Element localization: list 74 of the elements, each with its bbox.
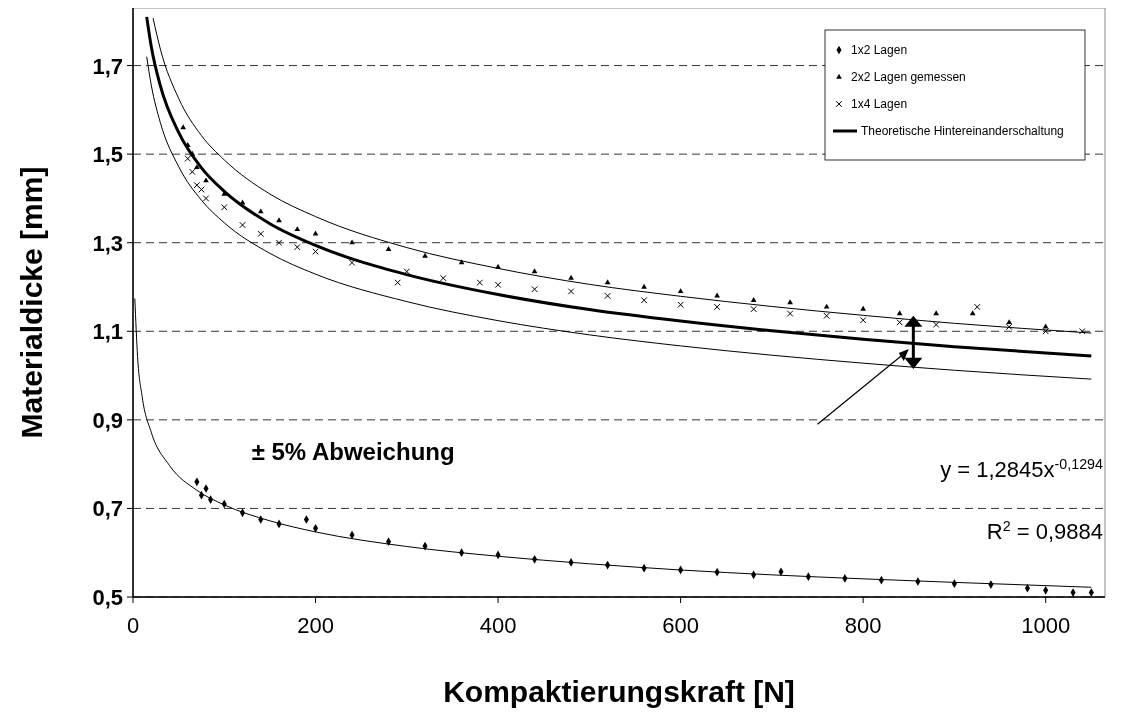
- point: [293, 243, 301, 251]
- annotation: ± 5% Abweichung: [251, 437, 455, 465]
- point: [932, 321, 940, 328]
- annotation: R$^{2}$ = 0,9884: [986, 518, 1103, 545]
- legend-label: 1x2 Lagen: [851, 43, 908, 57]
- point: [750, 297, 757, 302]
- point: [640, 297, 648, 304]
- point: [604, 279, 611, 285]
- point: [531, 285, 538, 293]
- point: [348, 259, 356, 266]
- point: [189, 168, 196, 176]
- legend-label: 1x4 Lagen: [851, 97, 908, 111]
- x-tick-label: 600: [662, 613, 699, 638]
- point: [823, 312, 830, 320]
- point: [194, 164, 200, 170]
- point: [973, 303, 981, 311]
- point: [713, 303, 721, 311]
- point: [495, 263, 501, 269]
- y-tick-label: 0,7: [92, 496, 123, 522]
- point: [220, 204, 228, 211]
- point: [202, 195, 210, 202]
- point: [440, 274, 447, 282]
- point: [896, 319, 903, 326]
- point: [180, 124, 187, 130]
- point: [1042, 328, 1049, 335]
- point: [969, 310, 976, 316]
- point: [677, 301, 684, 308]
- point: [860, 305, 866, 311]
- point: [257, 230, 265, 238]
- point: [933, 310, 939, 316]
- point: [385, 246, 392, 251]
- point: [275, 239, 283, 246]
- x-axis-title: Kompaktierungskraft [N]: [443, 675, 795, 708]
- y-axis-title: Materialdicke [mm]: [15, 166, 48, 439]
- point: [750, 305, 757, 313]
- y-tick-label: 0,9: [92, 407, 123, 433]
- x-tick-label: 200: [297, 613, 334, 638]
- y-tick-label: 0,5: [92, 585, 123, 610]
- point: [494, 281, 502, 289]
- point: [394, 279, 401, 286]
- point: [294, 226, 301, 232]
- y-tick-label: 1,5: [92, 142, 123, 168]
- point: [312, 248, 319, 255]
- legend-label: 2x2 Lagen gemessen: [851, 70, 966, 84]
- point: [823, 303, 830, 309]
- point: [1078, 328, 1086, 335]
- point: [859, 316, 867, 324]
- point: [604, 292, 611, 300]
- x-tick-label: 400: [479, 613, 517, 638]
- point: [677, 288, 684, 294]
- point: [422, 252, 428, 258]
- point: [567, 288, 575, 295]
- point: [476, 279, 484, 286]
- point: [184, 155, 192, 162]
- legend-label: Theoretische Hintereinanderschaltung: [861, 124, 1064, 138]
- point: [568, 274, 574, 280]
- point: [786, 310, 794, 317]
- point: [1006, 319, 1013, 325]
- point: [403, 268, 411, 275]
- point: [458, 259, 465, 265]
- annotation: y = 1,2845x$^{-0,1294}$: [940, 456, 1104, 483]
- point: [198, 186, 205, 193]
- point: [189, 150, 196, 156]
- point: [787, 299, 793, 305]
- point: [531, 268, 538, 274]
- x-tick-label: 800: [844, 613, 882, 638]
- x-tick-label: 0: [126, 613, 140, 638]
- point: [641, 283, 647, 289]
- point: [239, 221, 246, 229]
- y-tick-label: 1,7: [92, 53, 123, 79]
- point: [1005, 323, 1013, 331]
- y-tick-label: 1,3: [92, 230, 123, 256]
- y-tick-label: 1,1: [92, 319, 123, 345]
- x-tick-label: 1000: [1021, 613, 1071, 638]
